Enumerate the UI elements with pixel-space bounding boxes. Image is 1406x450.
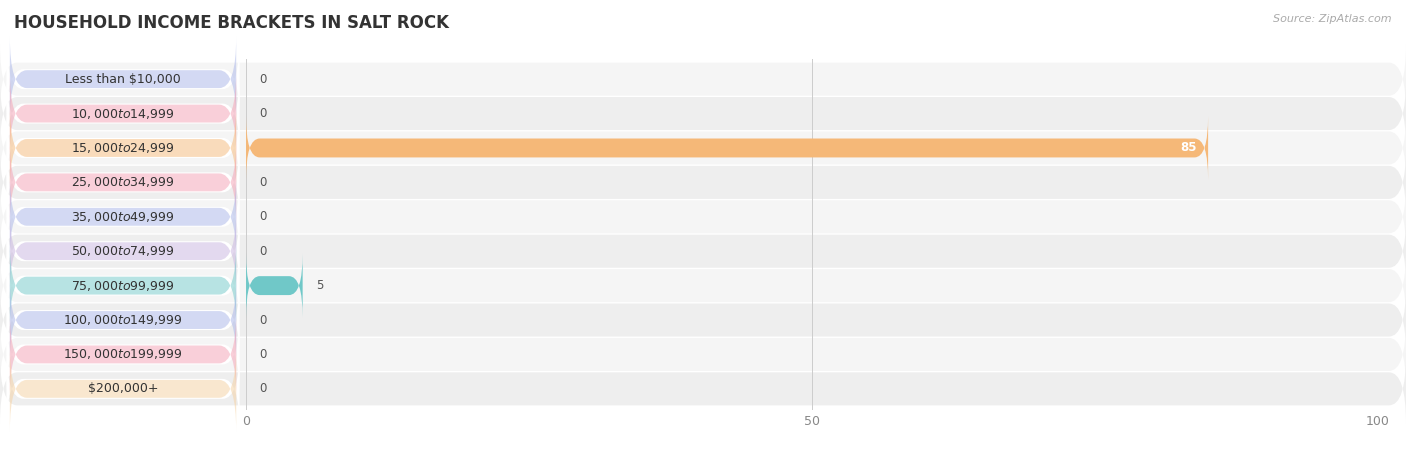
FancyBboxPatch shape: [0, 251, 1406, 321]
FancyBboxPatch shape: [7, 210, 239, 293]
FancyBboxPatch shape: [0, 78, 1406, 148]
Text: 0: 0: [260, 210, 267, 223]
FancyBboxPatch shape: [7, 106, 239, 189]
FancyBboxPatch shape: [10, 277, 236, 363]
Text: HOUSEHOLD INCOME BRACKETS IN SALT ROCK: HOUSEHOLD INCOME BRACKETS IN SALT ROCK: [14, 14, 449, 32]
Text: $15,000 to $24,999: $15,000 to $24,999: [72, 141, 174, 155]
FancyBboxPatch shape: [0, 147, 1406, 217]
FancyBboxPatch shape: [7, 279, 239, 362]
Text: 0: 0: [260, 348, 267, 361]
FancyBboxPatch shape: [0, 320, 1406, 390]
FancyBboxPatch shape: [10, 208, 236, 294]
FancyBboxPatch shape: [10, 36, 236, 122]
Text: 0: 0: [260, 72, 267, 86]
Text: 5: 5: [316, 279, 323, 292]
Text: 0: 0: [260, 245, 267, 258]
Text: 0: 0: [260, 176, 267, 189]
FancyBboxPatch shape: [0, 113, 1406, 183]
FancyBboxPatch shape: [10, 174, 236, 260]
Text: 0: 0: [260, 314, 267, 327]
Text: Less than $10,000: Less than $10,000: [65, 72, 181, 86]
Text: $200,000+: $200,000+: [87, 382, 159, 396]
Text: $10,000 to $14,999: $10,000 to $14,999: [72, 107, 174, 121]
FancyBboxPatch shape: [0, 216, 1406, 286]
FancyBboxPatch shape: [246, 254, 302, 317]
Text: 85: 85: [1180, 141, 1197, 154]
FancyBboxPatch shape: [7, 347, 239, 431]
Text: 0: 0: [260, 107, 267, 120]
FancyBboxPatch shape: [0, 354, 1406, 424]
FancyBboxPatch shape: [7, 244, 239, 327]
FancyBboxPatch shape: [7, 72, 239, 155]
FancyBboxPatch shape: [246, 116, 1208, 180]
FancyBboxPatch shape: [10, 140, 236, 225]
Text: $35,000 to $49,999: $35,000 to $49,999: [72, 210, 174, 224]
Text: $25,000 to $34,999: $25,000 to $34,999: [72, 176, 174, 189]
FancyBboxPatch shape: [7, 313, 239, 396]
FancyBboxPatch shape: [7, 37, 239, 121]
FancyBboxPatch shape: [7, 175, 239, 258]
FancyBboxPatch shape: [0, 44, 1406, 114]
FancyBboxPatch shape: [7, 141, 239, 224]
Text: Source: ZipAtlas.com: Source: ZipAtlas.com: [1274, 14, 1392, 23]
FancyBboxPatch shape: [10, 346, 236, 432]
FancyBboxPatch shape: [10, 243, 236, 328]
FancyBboxPatch shape: [10, 105, 236, 191]
Text: $150,000 to $199,999: $150,000 to $199,999: [63, 347, 183, 361]
Text: $75,000 to $99,999: $75,000 to $99,999: [72, 279, 174, 292]
Text: $100,000 to $149,999: $100,000 to $149,999: [63, 313, 183, 327]
Text: 0: 0: [260, 382, 267, 396]
FancyBboxPatch shape: [0, 285, 1406, 355]
FancyBboxPatch shape: [10, 71, 236, 156]
FancyBboxPatch shape: [0, 182, 1406, 252]
FancyBboxPatch shape: [10, 312, 236, 397]
Text: $50,000 to $74,999: $50,000 to $74,999: [72, 244, 174, 258]
